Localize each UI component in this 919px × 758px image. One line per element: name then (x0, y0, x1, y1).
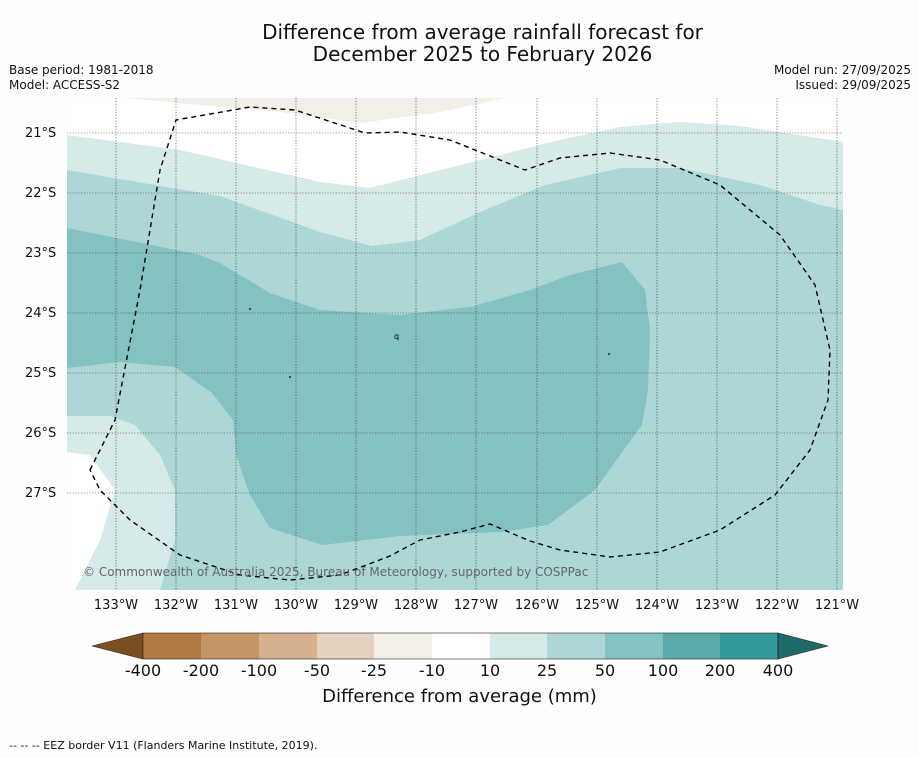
colorbar-label: -10 (418, 661, 446, 680)
lon-label: 132°W (153, 598, 199, 613)
colorbar-extend-low (91, 632, 144, 660)
eez-border (89, 106, 831, 581)
colorbar-label: 200 (704, 661, 736, 680)
title-line-1: Difference from average rainfall forecas… (262, 20, 703, 44)
title-line-2: December 2025 to February 2026 (312, 42, 653, 66)
colorbar-label: 25 (536, 661, 558, 680)
lon-label: 131°W (213, 598, 259, 613)
metadata-right: Model run: 27/09/2025 Issued: 29/09/2025 (774, 63, 911, 93)
colorbar-extend-high (777, 632, 830, 660)
lat-label: 21°S (25, 126, 57, 141)
colorbar-label: 50 (594, 661, 616, 680)
metadata-left: Base period: 1981-2018 Model: ACCESS-S2 (9, 63, 154, 93)
lon-label: 126°W (514, 598, 560, 613)
colorbar-segment (259, 633, 317, 659)
copyright-notice: © Commonwealth of Australia 2025, Bureau… (83, 565, 589, 579)
island-marker (289, 376, 291, 378)
model-run: Model run: 27/09/2025 (773, 63, 911, 77)
island-marker (249, 308, 251, 310)
lon-label: 122°W (754, 598, 800, 613)
colorbar-segment (605, 633, 663, 659)
colorbar-segment (317, 633, 374, 659)
colorbar-segment (490, 633, 547, 659)
map-gridlines (67, 98, 843, 590)
lon-label: 124°W (634, 598, 680, 613)
lon-label: 133°W (93, 598, 139, 613)
colorbar-segment (201, 633, 259, 659)
lat-label: 24°S (25, 306, 57, 321)
eez-legend-note: -- -- -- EEZ border V11 (Flanders Marine… (9, 739, 318, 752)
lon-label: 129°W (333, 598, 379, 613)
lon-label: 127°W (453, 598, 499, 613)
colorbar (91, 632, 830, 660)
lat-label: 25°S (25, 366, 57, 381)
colorbar-segment (663, 633, 720, 659)
island-label: q (394, 332, 399, 341)
colorbar-label: -100 (240, 661, 278, 680)
island-marker (608, 353, 610, 355)
lat-label: 23°S (25, 246, 57, 261)
lat-label: 26°S (25, 426, 57, 441)
issued-date: Issued: 29/09/2025 (795, 78, 911, 92)
colorbar-label: -400 (124, 661, 162, 680)
colorbar-segment (720, 633, 778, 659)
contour-band-50-100 (67, 228, 650, 545)
lon-label: 128°W (393, 598, 439, 613)
colorbar-label: 400 (762, 661, 794, 680)
colorbar-label: -25 (360, 661, 388, 680)
colorbar-segment (374, 633, 432, 659)
colorbar-title: Difference from average (mm) (322, 686, 597, 707)
lon-label: 130°W (273, 598, 319, 613)
lon-label: 121°W (814, 598, 860, 613)
lat-label: 27°S (25, 486, 57, 501)
colorbar-label: 100 (647, 661, 679, 680)
lon-label: 125°W (574, 598, 620, 613)
contour-band-neg25-neg10 (125, 98, 505, 123)
base-period: Base period: 1981-2018 (9, 63, 154, 77)
colorbar-segment (432, 633, 490, 659)
lon-label: 123°W (694, 598, 740, 613)
model-name: Model: ACCESS-S2 (9, 78, 121, 92)
colorbar-segment (547, 633, 605, 659)
colorbar-label: -50 (303, 661, 331, 680)
colorbar-segment (143, 633, 201, 659)
colorbar-label: -200 (182, 661, 220, 680)
colorbar-label: 10 (479, 661, 501, 680)
lat-label: 22°S (25, 186, 57, 201)
